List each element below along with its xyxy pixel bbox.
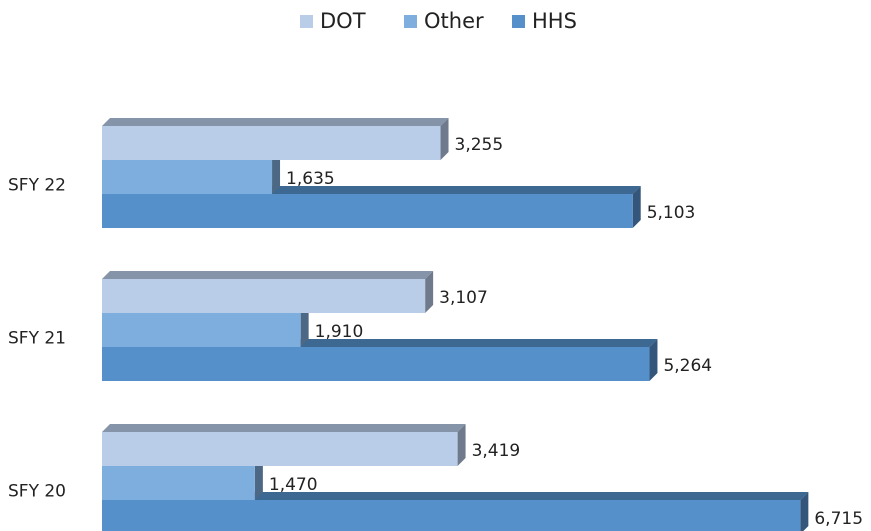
bar-side (457, 424, 466, 466)
value-label: 1,470 (269, 475, 318, 495)
bar-side (425, 271, 434, 313)
bar-side (649, 339, 658, 381)
legend-label: Other (424, 9, 484, 33)
bar-side (800, 492, 809, 531)
value-label: 3,419 (472, 441, 521, 461)
bar-front (102, 466, 255, 500)
bar-top (102, 271, 434, 279)
legend-swatch (512, 15, 525, 28)
value-label: 1,910 (315, 322, 364, 342)
bar (102, 271, 434, 313)
bar-side (300, 305, 309, 347)
value-label: 5,103 (647, 203, 696, 223)
bar-top (102, 492, 809, 500)
bar-front (102, 194, 633, 228)
bar-front (102, 347, 650, 381)
value-label: 1,635 (286, 169, 335, 189)
bar-front (102, 279, 426, 313)
bar (102, 424, 466, 466)
category-label: SFY 22 (8, 176, 66, 196)
legend-label: DOT (320, 9, 366, 33)
bar-side (440, 118, 449, 160)
bar (102, 118, 449, 160)
bar-front (102, 313, 301, 347)
value-label: 6,715 (814, 509, 863, 529)
bar (102, 492, 809, 531)
bar-side (254, 458, 263, 500)
legend-swatch (404, 15, 417, 28)
category-label: SFY 21 (8, 329, 66, 349)
bar-front (102, 500, 801, 531)
bar-side (272, 152, 281, 194)
legend-label: HHS (532, 9, 577, 33)
value-label: 5,264 (663, 356, 712, 376)
bar-top (102, 118, 449, 126)
bar-side (632, 186, 641, 228)
bar-front (102, 126, 441, 160)
category-label: SFY 20 (8, 482, 66, 502)
bar-front (102, 432, 458, 466)
value-label: 3,107 (439, 288, 488, 308)
value-label: 3,255 (455, 135, 504, 155)
bar-front (102, 160, 273, 194)
legend-swatch (300, 15, 313, 28)
bar-top (102, 424, 466, 432)
